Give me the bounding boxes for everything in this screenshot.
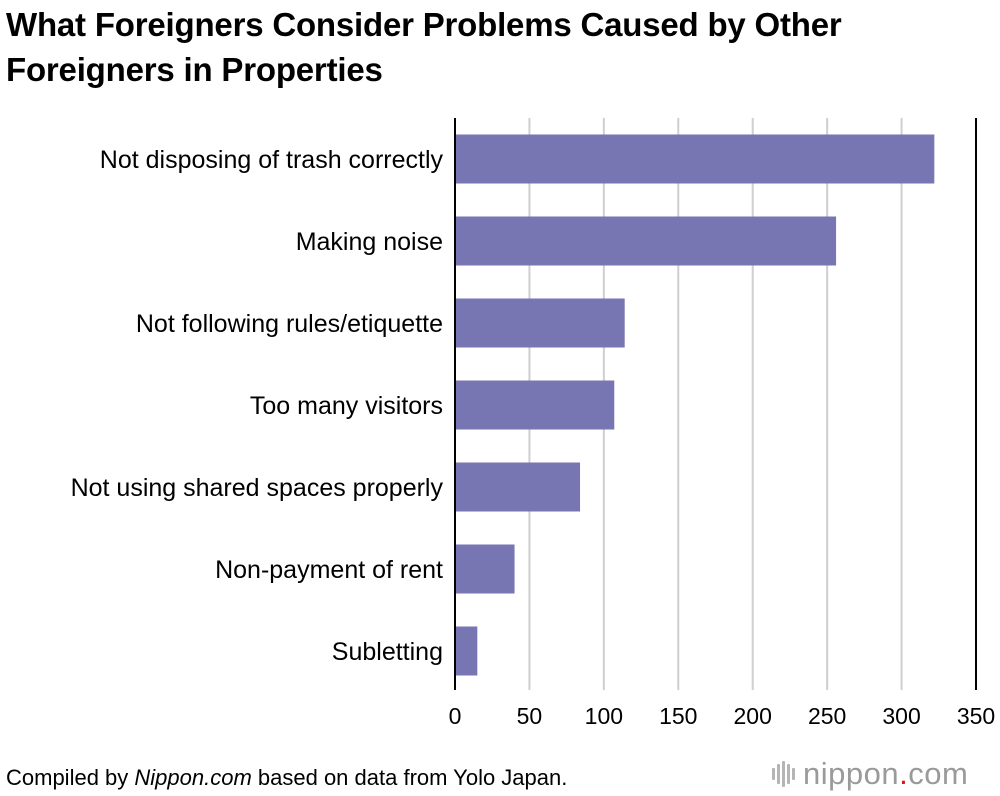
bar (455, 380, 615, 430)
source-site: Nippon.com (134, 765, 252, 790)
category-labels: Not disposing of trash correctly Making n… (71, 146, 444, 666)
bar (455, 626, 478, 676)
x-tick-label: 200 (734, 703, 772, 729)
category-label: Not using shared spaces properly (71, 474, 444, 502)
x-tick-label: 300 (882, 703, 920, 729)
logo-dot: . (899, 756, 909, 791)
bar (455, 462, 581, 512)
bar (455, 216, 837, 266)
source-prefix: Compiled by (6, 765, 135, 790)
category-label: Subletting (332, 638, 443, 666)
bar (455, 544, 515, 594)
x-tick-label: 150 (659, 703, 697, 729)
source-suffix: based on data from Yolo Japan. (251, 765, 568, 790)
category-label: Making noise (296, 228, 443, 256)
category-label: Not following rules/etiquette (136, 310, 443, 338)
x-tick-label: 350 (957, 703, 995, 729)
bar (455, 134, 935, 184)
bar (455, 298, 625, 348)
logo-tld: com (908, 756, 969, 791)
x-axis-ticks: 0 50 100 150 200 250 300 350 (449, 703, 996, 729)
category-label: Not disposing of trash correctly (100, 146, 444, 174)
source-note: Compiled by Nippon.com based on data fro… (6, 764, 567, 792)
bars (455, 134, 935, 676)
category-label: Too many visitors (250, 392, 443, 420)
logo-mark-icon (772, 761, 795, 787)
x-tick-label: 100 (585, 703, 623, 729)
logo-name: nippon (803, 756, 900, 791)
chart-title: What Foreigners Consider Problems Caused… (6, 6, 842, 88)
x-tick-label: 0 (449, 703, 462, 729)
nippon-logo: nippon.com (772, 756, 968, 792)
category-label: Non-payment of rent (215, 556, 443, 584)
logo-wordmark: nippon.com (803, 756, 968, 792)
x-tick-label: 250 (808, 703, 846, 729)
x-tick-label: 50 (517, 703, 543, 729)
